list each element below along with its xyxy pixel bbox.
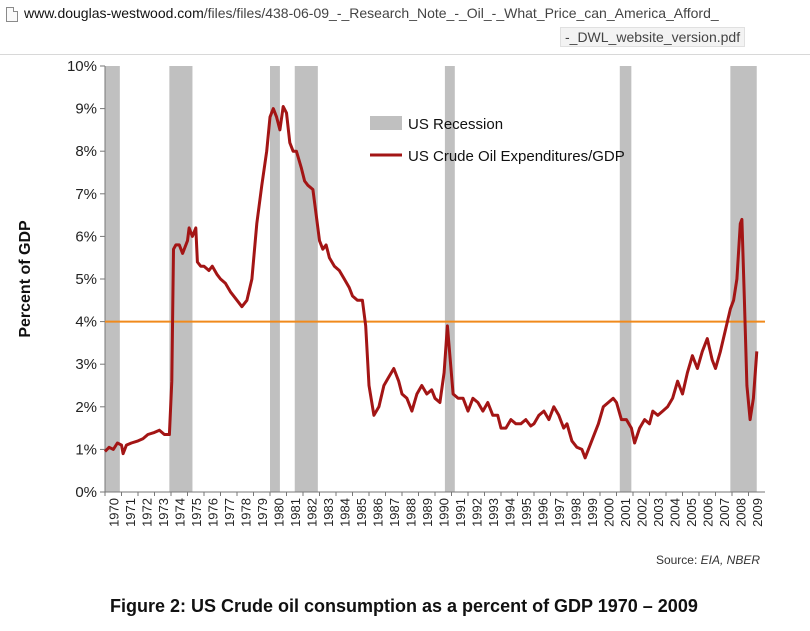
x-tick-label-22: 1992 (469, 498, 484, 527)
x-tick-label-14: 1984 (337, 498, 352, 527)
address-bar[interactable]: www.douglas-westwood.com/files/files/438… (0, 0, 810, 55)
x-tick-label-4: 1974 (172, 498, 187, 527)
y-tick-label-2: 2% (75, 399, 97, 416)
y-tick-label-1: 1% (75, 441, 97, 458)
x-tick-label-19: 1989 (420, 498, 435, 527)
x-tick-label-2: 1972 (139, 498, 154, 527)
y-tick-label-0: 0% (75, 484, 97, 501)
recession-band-0 (105, 66, 120, 492)
x-tick-label-8: 1978 (238, 498, 253, 527)
x-tick-label-5: 1975 (189, 498, 204, 527)
x-tick-label-30: 2000 (601, 498, 616, 527)
x-tick-label-12: 1982 (304, 498, 319, 527)
figure-caption: Figure 2: US Crude oil consumption as a … (110, 596, 698, 616)
x-tick-label-31: 2001 (618, 498, 633, 527)
x-tick-label-26: 1996 (535, 498, 550, 527)
recession-band-1 (169, 66, 193, 492)
x-tick-label-11: 1981 (288, 498, 303, 527)
x-tick-label-24: 1994 (502, 498, 517, 527)
x-tick-label-28: 1998 (568, 498, 583, 527)
x-tick-label-21: 1991 (453, 498, 468, 527)
x-tick-label-29: 1999 (585, 498, 600, 527)
x-tick-label-13: 1983 (321, 498, 336, 527)
y-tick-label-8: 8% (75, 143, 97, 160)
x-tick-label-15: 1985 (354, 498, 369, 527)
x-tick-label-37: 2007 (717, 498, 732, 527)
x-tick-label-35: 2005 (684, 498, 699, 527)
page-icon (6, 7, 18, 22)
x-tick-label-17: 1987 (387, 498, 402, 527)
x-tick-label-7: 1977 (222, 498, 237, 527)
x-tick-label-3: 1973 (156, 498, 171, 527)
x-tick-label-20: 1990 (436, 498, 451, 527)
x-tick-label-33: 2003 (651, 498, 666, 527)
x-tick-label-16: 1986 (370, 498, 385, 527)
x-tick-label-36: 2006 (700, 498, 715, 527)
y-tick-label-9: 9% (75, 101, 97, 118)
y-tick-label-10: 10% (67, 58, 97, 75)
url-host: www.douglas-westwood.com (24, 5, 204, 21)
url-line-1[interactable]: www.douglas-westwood.com/files/files/438… (24, 5, 719, 21)
recession-band-5 (619, 66, 632, 492)
x-tick-label-23: 1993 (486, 498, 501, 527)
recession-band-3 (294, 66, 318, 492)
y-tick-label-7: 7% (75, 186, 97, 203)
chart-container: 0% 1% 2% 3% 4% 5% 6% 7% 8% 9% 10% 1970 1971 1972 1973 1… (10, 56, 780, 576)
x-tick-label-39: 2009 (750, 498, 765, 527)
y-tick-label-3: 3% (75, 356, 97, 373)
url-line-2[interactable]: -_DWL_website_version.pdf (560, 27, 746, 47)
x-tick-label-32: 2002 (634, 498, 649, 527)
x-tick-label-34: 2004 (667, 498, 682, 527)
x-tick-label-6: 1976 (205, 498, 220, 527)
url-path: /files/files/438-06-09_-_Research_Note_-… (203, 5, 719, 21)
x-tick-label-38: 2008 (733, 498, 748, 527)
legend-swatch-recession (370, 116, 402, 130)
legend-label-recession: US Recession (408, 116, 503, 133)
y-axis-title: Percent of GDP (17, 220, 34, 338)
x-tick-label-27: 1997 (552, 498, 567, 527)
source-note: Source: EIA, NBER (656, 553, 760, 567)
legend-label-oil: US Crude Oil Expenditures/GDP (408, 148, 625, 165)
x-tick-label-9: 1979 (255, 498, 270, 527)
y-tick-label-4: 4% (75, 314, 97, 331)
oil-expenditure-chart: 0%1%2%3%4%5%6%7%8%9%10%1970 1971 1972 1973 1… (17, 58, 765, 567)
x-tick-label-10: 1980 (271, 498, 286, 527)
recession-band-4 (444, 66, 455, 492)
x-tick-label-25: 1995 (519, 498, 534, 527)
recession-band-2 (270, 66, 280, 492)
y-tick-label-5: 5% (75, 271, 97, 288)
series-line-oil-expenditures (103, 105, 759, 460)
x-tick-label-1: 1971 (123, 498, 138, 527)
y-tick-label-6: 6% (75, 228, 97, 245)
x-tick-label-18: 1988 (403, 498, 418, 527)
x-tick-label-0: 1970 (106, 498, 121, 527)
